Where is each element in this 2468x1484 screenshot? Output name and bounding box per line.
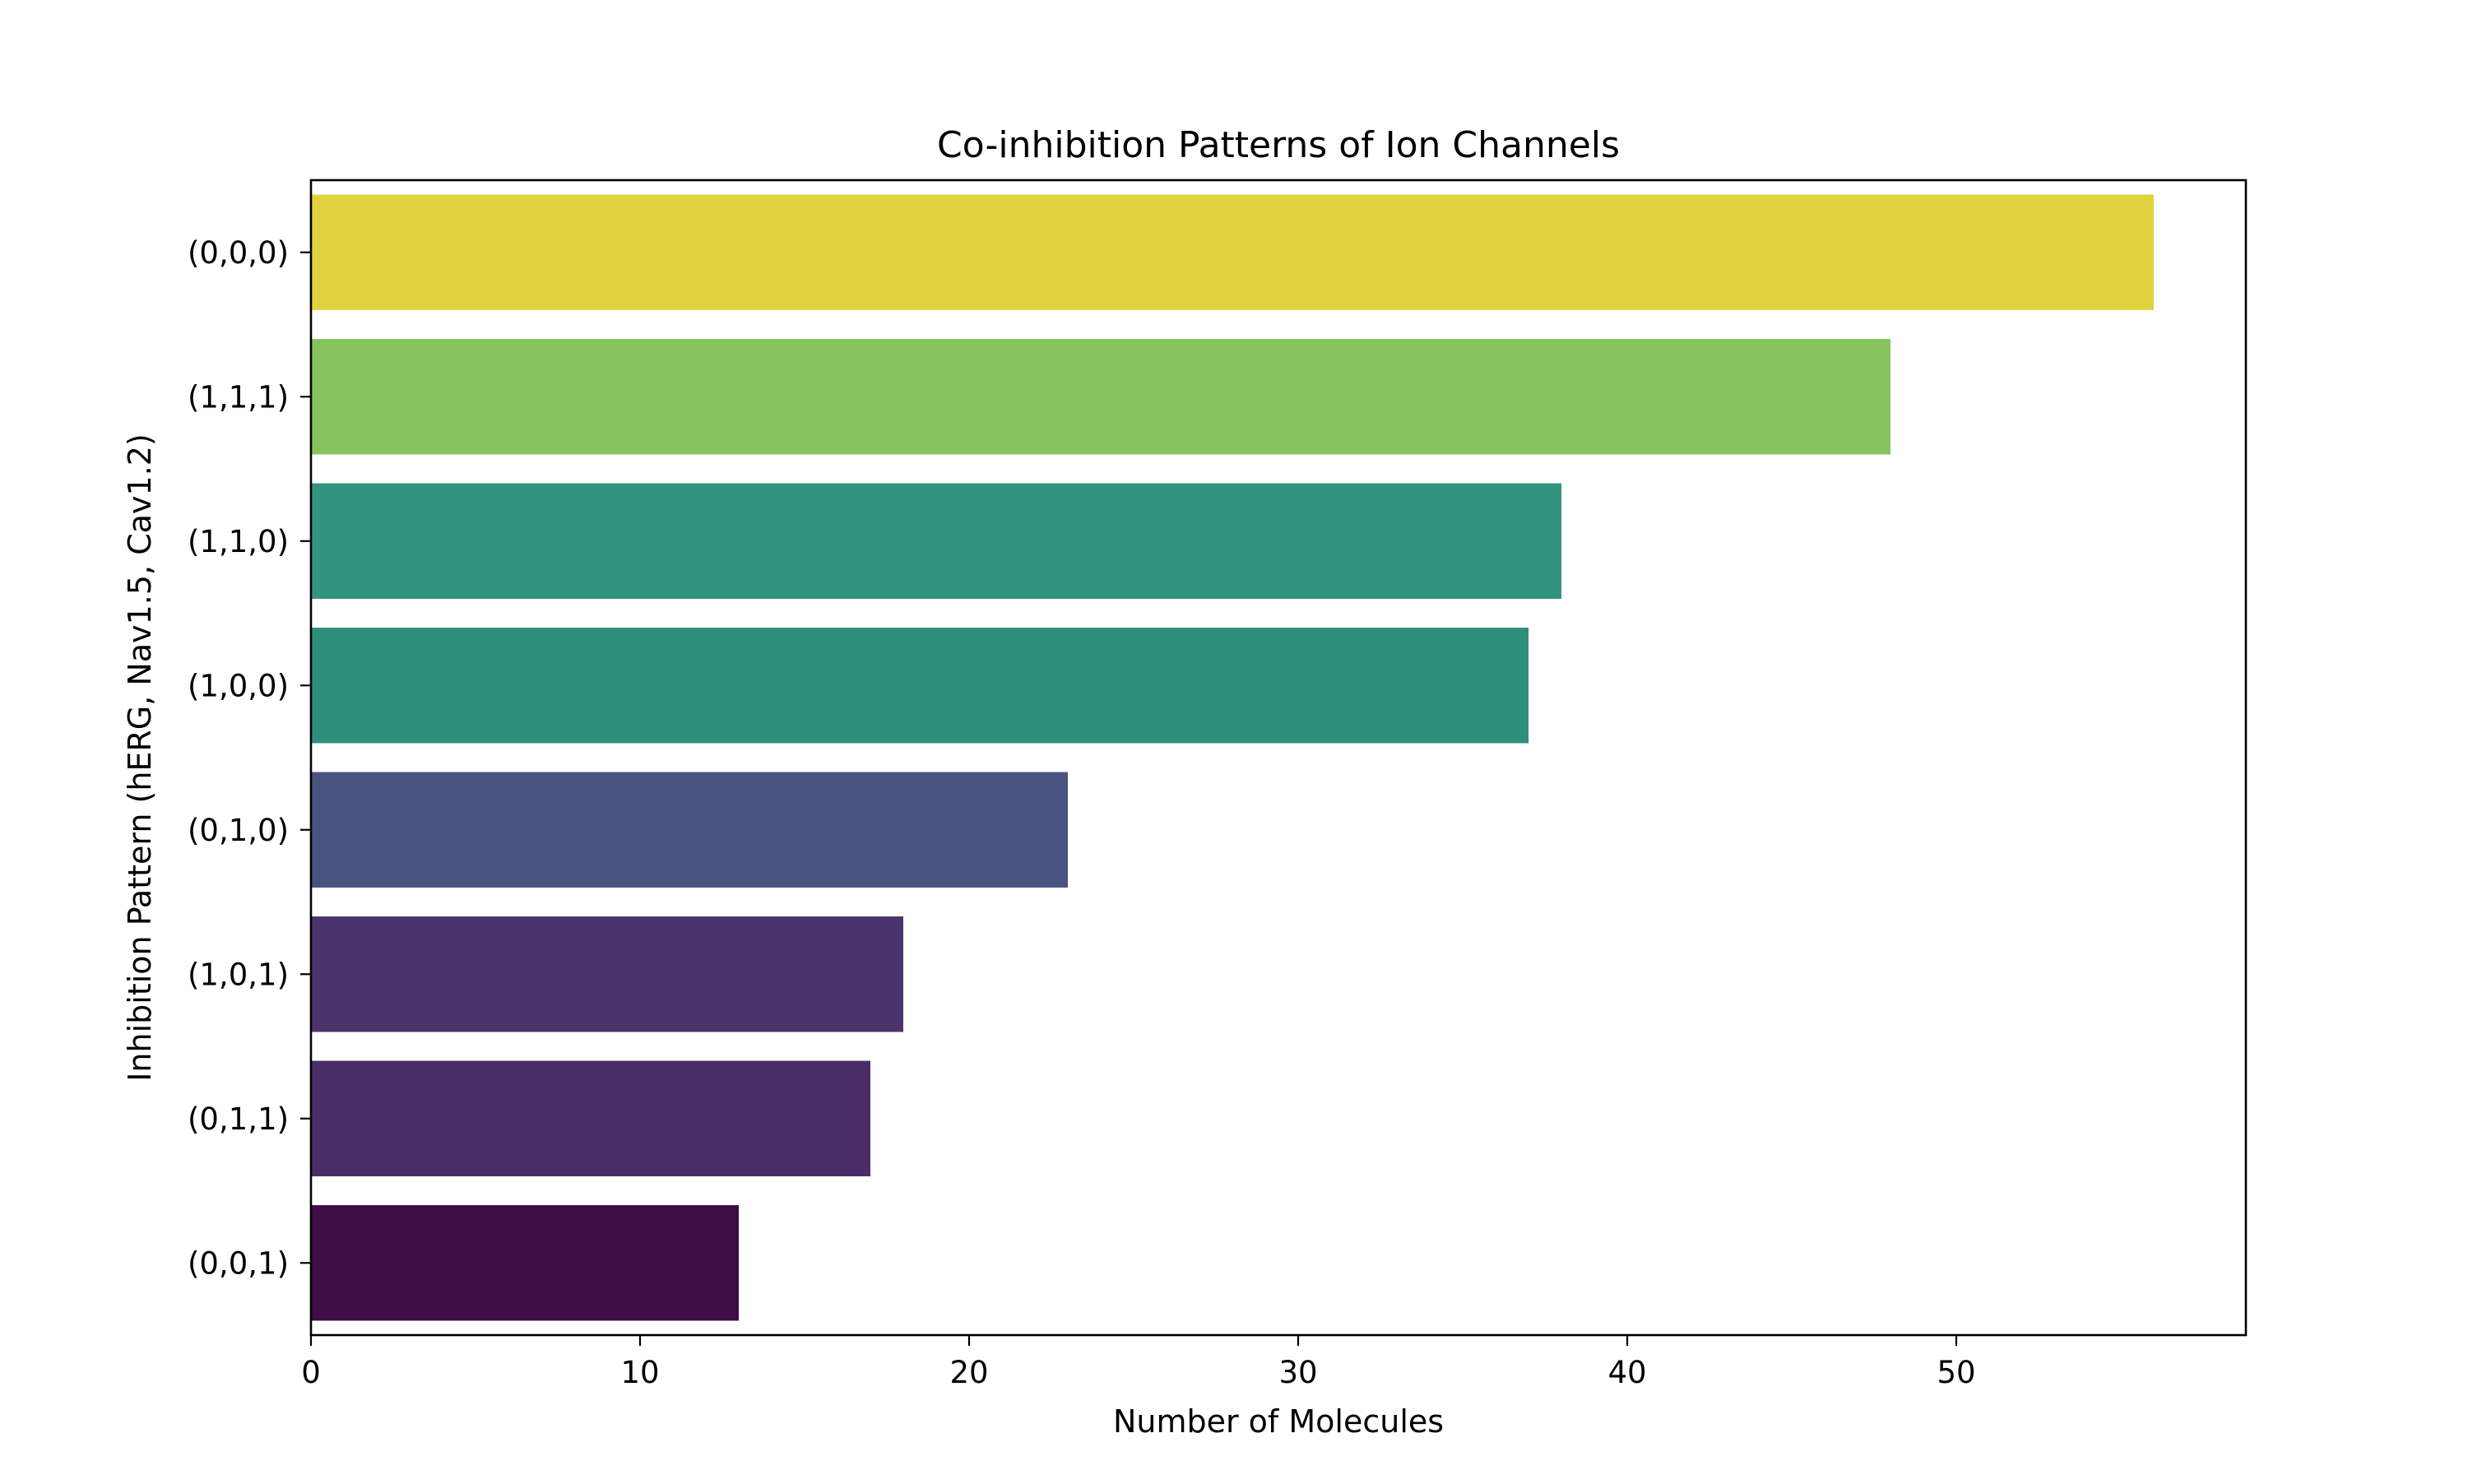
bar-4 [311, 772, 1068, 888]
x-tick-label: 50 [1937, 1355, 1975, 1390]
y-tick-label: (0,0,1) [188, 1245, 289, 1281]
x-tick-label: 30 [1278, 1355, 1317, 1390]
x-tick-label: 0 [301, 1355, 321, 1390]
bars-layer [311, 194, 2154, 1321]
bar-0 [311, 194, 2154, 310]
plot-frame [309, 179, 2248, 1337]
bar-1 [311, 339, 1890, 455]
bar-5 [311, 916, 903, 1032]
x-axis-label: Number of Molecules [1113, 1403, 1444, 1440]
y-axis-label: Inhibition Pattern (hERG, Nav1.5, Cav1.2… [122, 434, 158, 1082]
x-tick-label: 10 [620, 1355, 659, 1390]
y-tick-label: (1,0,1) [188, 957, 289, 992]
bar-7 [311, 1205, 739, 1321]
y-tick-label: (0,0,0) [188, 235, 289, 271]
x-axis-ticks: 0 10 20 30 40 50 [301, 1335, 1976, 1390]
y-tick-label: (0,1,0) [188, 813, 289, 848]
bar-3 [311, 628, 1529, 744]
y-tick-label: (1,1,0) [188, 524, 289, 559]
bar-2 [311, 483, 1561, 599]
chart-title: Co-inhibition Patterns of Ion Channels [937, 124, 1620, 166]
y-tick-label: (1,1,1) [188, 379, 289, 415]
y-tick-label: (1,0,0) [188, 668, 289, 703]
y-tick-label: (0,1,1) [188, 1101, 289, 1137]
x-tick-label: 40 [1607, 1355, 1646, 1390]
bar-6 [311, 1060, 870, 1176]
y-axis-ticks: (0,0,0) (1,1,1) (1,1,0) (1,0,0) (0,1,0) (1,0,… [188, 235, 311, 1281]
x-tick-label: 20 [949, 1355, 988, 1390]
